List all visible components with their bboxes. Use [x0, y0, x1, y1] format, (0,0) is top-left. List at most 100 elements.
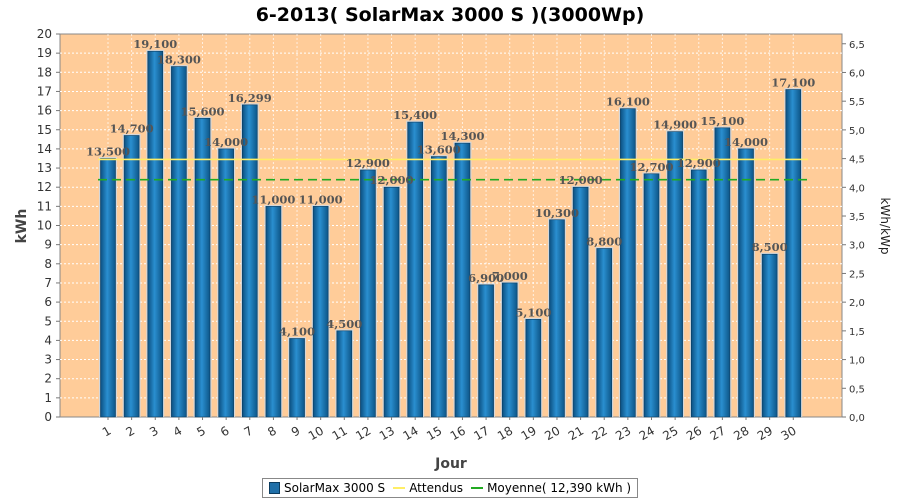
x-tick-label: 17 [471, 423, 491, 443]
y-axis-label-right: kWh/kWp [878, 198, 892, 255]
bar [690, 169, 707, 418]
legend-item-series: SolarMax 3000 S [269, 481, 385, 495]
legend-average-label: Moyenne( 12,390 kWh ) [487, 481, 632, 495]
y-right-tick-label: 3,0 [849, 241, 865, 252]
x-tick-label: 11 [330, 423, 350, 443]
data-label: 12,900 [677, 156, 721, 170]
y-tick-label: 9 [44, 238, 52, 252]
x-tick-label: 6 [218, 423, 232, 439]
bar [194, 117, 211, 418]
bar [123, 135, 140, 418]
legend-series-label: SolarMax 3000 S [284, 481, 386, 495]
x-tick-label: 8 [265, 423, 279, 439]
bar [785, 89, 802, 418]
data-label: 10,300 [535, 206, 579, 220]
data-label: 4,100 [279, 324, 315, 338]
x-tick-label: 23 [613, 423, 633, 443]
x-tick-label: 12 [353, 423, 373, 443]
x-tick-label: 1 [100, 423, 114, 439]
data-label: 14,000 [204, 135, 248, 149]
data-label: 14,900 [653, 118, 697, 132]
legend-average-swatch [471, 487, 484, 489]
x-tick-label: 24 [637, 423, 657, 443]
x-tick-label: 21 [566, 423, 586, 443]
data-label: 6,900 [468, 271, 504, 285]
y-tick-label: 20 [37, 27, 52, 41]
data-label: 8,500 [752, 240, 788, 254]
bar [501, 282, 518, 418]
data-label: 17,100 [771, 76, 815, 90]
x-tick-label: 22 [589, 423, 609, 443]
data-label: 8,800 [586, 234, 622, 248]
x-tick-label: 4 [171, 423, 185, 439]
y-tick-label: 12 [37, 180, 52, 194]
data-label: 15,400 [393, 108, 437, 122]
x-tick-label: 27 [708, 423, 728, 443]
chart-title: 6-2013( SolarMax 3000 S )(3000Wp) [255, 4, 645, 26]
x-tick-label: 14 [400, 423, 420, 443]
y-right-tick-label: 1,5 [849, 327, 865, 338]
y-right-tick-label: 0,5 [849, 384, 865, 395]
y-right-tick-label: 2,5 [849, 269, 865, 280]
y-tick-label: 13 [37, 161, 52, 175]
y-tick-label: 1 [44, 391, 52, 405]
data-label: 14,000 [724, 135, 768, 149]
legend-series-swatch [269, 482, 280, 494]
legend-expected-swatch [393, 487, 406, 489]
y-tick-label: 15 [37, 123, 52, 137]
y-tick-label: 10 [37, 219, 52, 233]
x-tick-label: 28 [731, 423, 751, 443]
y-right-tick-label: 6,0 [849, 68, 865, 79]
y-tick-label: 8 [44, 257, 52, 271]
y-tick-label: 16 [37, 104, 52, 118]
legend: SolarMax 3000 S Attendus Moyenne( 12,390… [262, 478, 639, 498]
data-label: 11,000 [299, 192, 343, 206]
x-tick-label: 5 [194, 423, 208, 439]
bar [549, 219, 565, 418]
y-tick-label: 11 [37, 199, 52, 213]
data-label: 18,300 [157, 53, 201, 67]
y-right-tick-label: 1,0 [849, 356, 865, 367]
data-label: 14,300 [440, 129, 484, 143]
x-tick-label: 10 [306, 423, 326, 443]
y-tick-label: 14 [37, 142, 52, 156]
bar [241, 104, 258, 418]
x-tick-label: 9 [289, 423, 303, 439]
data-label: 13,600 [417, 143, 461, 157]
x-tick-label: 3 [147, 423, 161, 439]
y-tick-label: 6 [44, 295, 52, 309]
legend-item-expected: Attendus [393, 481, 463, 495]
x-tick-label: 26 [684, 423, 704, 443]
legend-item-average: Moyenne( 12,390 kWh ) [471, 481, 631, 495]
x-tick-label: 18 [495, 423, 515, 443]
x-tick-label: 7 [242, 423, 256, 439]
x-tick-label: 13 [377, 423, 397, 443]
legend-expected-label: Attendus [409, 481, 464, 495]
bar [383, 186, 400, 418]
bar [100, 158, 116, 418]
x-tick-label: 2 [124, 423, 138, 439]
y-right-tick-label: 5,0 [849, 126, 865, 137]
bar [596, 248, 613, 418]
bar [171, 66, 187, 418]
x-tick-label: 19 [519, 423, 539, 443]
x-tick-label: 30 [779, 423, 799, 443]
bar [525, 319, 542, 418]
x-tick-label: 20 [542, 423, 562, 443]
y-tick-label: 17 [37, 84, 52, 98]
data-label: 12,000 [370, 173, 414, 187]
data-label: 15,600 [181, 104, 225, 118]
bar [572, 186, 589, 418]
bar [714, 127, 731, 418]
data-label: 13,500 [86, 144, 130, 158]
bar [761, 253, 778, 418]
bar [312, 206, 329, 418]
y-right-tick-label: 2,0 [849, 298, 865, 309]
bar [620, 108, 636, 418]
y-right-tick-label: 6,5 [849, 40, 865, 51]
x-tick-label: 29 [755, 423, 775, 443]
y-tick-label: 18 [37, 65, 52, 79]
data-label: 7,000 [492, 269, 528, 283]
